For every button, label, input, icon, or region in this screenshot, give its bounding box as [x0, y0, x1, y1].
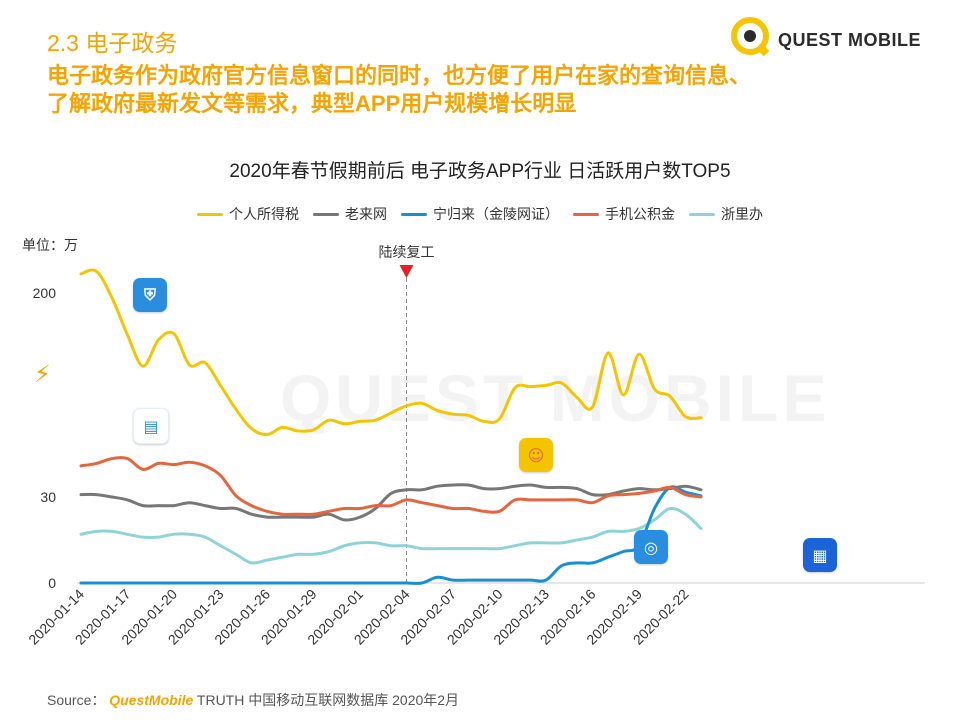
zheliban-app-icon: ◎: [634, 530, 668, 564]
legend-item-gerensuodeshui[interactable]: 个人所得税: [197, 204, 299, 224]
legend-swatch: [197, 212, 223, 216]
logo-icon: [731, 17, 770, 57]
legend-item-ningguilai[interactable]: 宁归来（金陵网证）: [401, 204, 559, 224]
source-note: Source： QuestMobile TRUTH 中国移动互联网数据库 202…: [47, 690, 459, 710]
legend-swatch: [401, 212, 427, 216]
legend-swatch: [689, 212, 715, 216]
legend-label: 手机公积金: [605, 206, 675, 222]
tax-app-icon: ⛨: [133, 278, 167, 312]
unit-label: 单位：万: [22, 237, 78, 253]
lightning-icon: ⚡: [34, 361, 51, 388]
series-line-0: [79, 268, 703, 437]
legend-label: 个人所得税: [229, 206, 299, 222]
questmobile-logo: QUEST MOBILE: [728, 14, 928, 66]
y-tick-label: 0: [48, 575, 56, 591]
source-brand: QuestMobile: [109, 692, 194, 708]
source-suffix: TRUTH 中国移动互联网数据库 2020年2月: [196, 692, 460, 708]
chart-title: 2020年春节假期前后 电子政务APP行业 日活跃用户数TOP5: [229, 161, 731, 182]
source-prefix: Source：: [47, 692, 106, 708]
series-line-4: [79, 506, 703, 565]
series-line-1: [79, 483, 703, 522]
legend-item-zheliban[interactable]: 浙里办: [689, 204, 763, 224]
logo-text: QUEST MOBILE: [778, 30, 922, 50]
series-line-2: [79, 485, 703, 585]
watermark: QUEST MOBILE: [280, 361, 831, 435]
ningguilai-app-icon: ▦: [803, 538, 837, 572]
legend-label: 宁归来（金陵网证）: [433, 206, 559, 222]
annotation-marker: [399, 265, 414, 278]
legend-label: 浙里办: [721, 206, 763, 222]
legend-item-laolaiwang[interactable]: 老来网: [313, 204, 387, 224]
legend-item-gongjijin[interactable]: 手机公积金: [573, 204, 675, 224]
legend-swatch: [313, 212, 339, 216]
annotation-label: 陆续复工: [379, 244, 435, 260]
chart-legend: 个人所得税 老来网 宁归来（金陵网证） 手机公积金 浙里办: [0, 204, 960, 224]
series-line-3: [79, 456, 703, 516]
section-title: 2.3 电子政务: [47, 30, 178, 56]
y-tick-label: 200: [33, 285, 57, 301]
legend-label: 老来网: [345, 206, 387, 222]
elderly-app-icon: ☺: [519, 438, 553, 472]
housing-fund-app-icon: ▤: [133, 408, 169, 444]
legend-swatch: [573, 212, 599, 216]
y-tick-label: 30: [40, 489, 56, 505]
headline: 电子政务作为政府官方信息窗口的同时，也方便了用户在家的查询信息、了解政府最新发文…: [47, 63, 752, 116]
